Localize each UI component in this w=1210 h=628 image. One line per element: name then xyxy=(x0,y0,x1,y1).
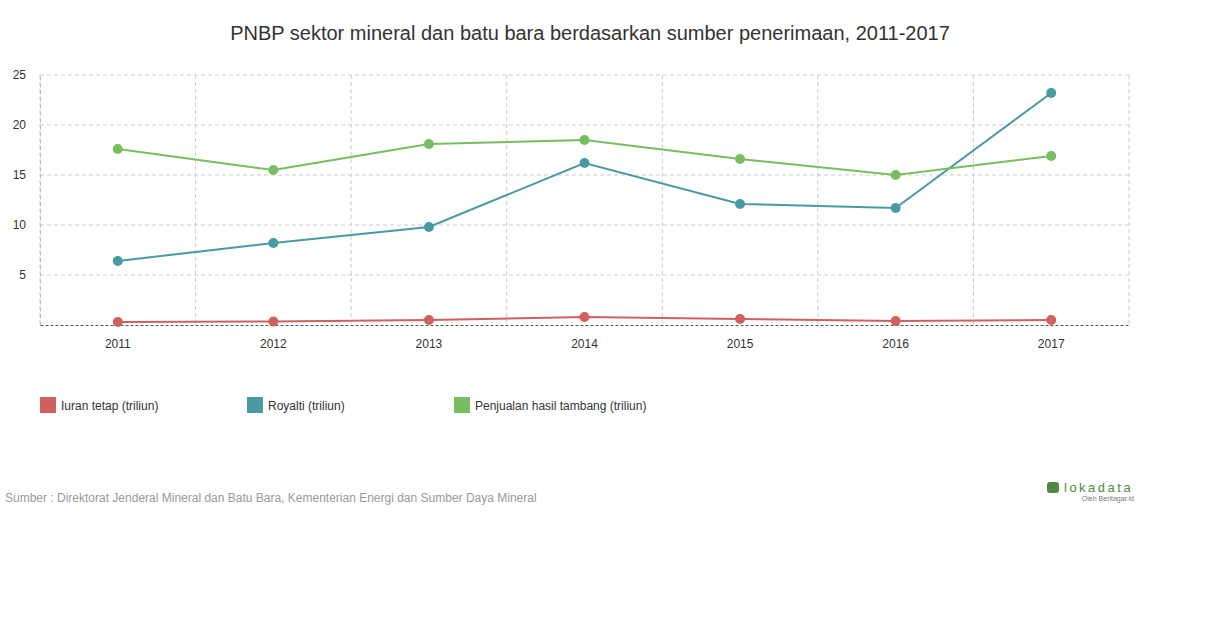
grid xyxy=(40,75,1129,325)
series-line xyxy=(118,140,1051,175)
legend: Iuran tetap (triliun) Royalti (triliun) Pe… xyxy=(40,397,646,413)
x-axis-line xyxy=(41,325,1130,326)
marks xyxy=(113,88,1056,327)
series-point xyxy=(113,144,123,154)
x-axis: 2011 2012 2013 2014 2015 2016 2017 xyxy=(41,325,1130,351)
y-tick-label: 25 xyxy=(13,68,27,82)
series-point xyxy=(580,158,590,168)
x-tick: 2012 xyxy=(260,325,287,351)
series-point xyxy=(891,316,901,326)
y-tick: 25 xyxy=(13,68,40,82)
series-point xyxy=(1046,315,1056,325)
y-tick: 10 xyxy=(13,218,40,232)
series-point xyxy=(424,222,434,232)
legend-swatch xyxy=(40,397,56,413)
y-tick: 15 xyxy=(13,168,40,182)
y-tick: 20 xyxy=(13,118,40,132)
grid-line-x xyxy=(1129,75,1130,325)
x-tick-label: 2015 xyxy=(727,337,754,351)
x-tick: 2015 xyxy=(727,325,754,351)
x-tick: 2017 xyxy=(1038,325,1065,351)
series-point xyxy=(735,314,745,324)
series-point xyxy=(424,315,434,325)
grid-line-y xyxy=(40,125,1129,126)
grid-line-x xyxy=(817,75,818,325)
x-tick-label: 2011 xyxy=(105,337,131,351)
series-point xyxy=(113,317,123,327)
grid-line-x xyxy=(40,75,41,325)
series-line xyxy=(118,93,1051,261)
x-tick-label: 2017 xyxy=(1038,337,1065,351)
legend-label: Penjualan hasil tambang (triliun) xyxy=(475,399,646,413)
x-tick: 2014 xyxy=(571,325,598,351)
logo-icon xyxy=(1047,482,1059,493)
y-axis: 5 10 15 20 25 xyxy=(13,68,41,325)
series-point xyxy=(580,135,590,145)
legend-label: Royalti (triliun) xyxy=(268,399,345,413)
grid-line-x xyxy=(351,75,352,325)
grid-line-x xyxy=(662,75,663,325)
title: PNBP sektor mineral dan batu bara berdas… xyxy=(230,22,950,44)
series-point xyxy=(735,154,745,164)
series-point xyxy=(268,238,278,248)
legend-label: Iuran tetap (triliun) xyxy=(61,399,158,413)
y-tick: 5 xyxy=(19,268,40,282)
x-tick-label: 2012 xyxy=(260,337,287,351)
y-tick-label: 15 xyxy=(13,168,27,182)
series-point xyxy=(113,256,123,266)
y-tick-label: 10 xyxy=(13,218,27,232)
logo: lokadata xyxy=(1064,480,1133,495)
grid-line-x xyxy=(973,75,974,325)
series-point xyxy=(424,139,434,149)
y-axis-line xyxy=(40,76,41,326)
source: Sumber : Direktorat Jenderal Mineral dan… xyxy=(5,491,537,505)
y-tick-label: 5 xyxy=(19,268,26,282)
x-tick-label: 2016 xyxy=(882,337,909,351)
grid-line-y xyxy=(40,75,1129,76)
legend-swatch xyxy=(454,397,470,413)
grid-line-x xyxy=(195,75,196,325)
series-point xyxy=(268,165,278,175)
logo-subtitle: Oleh Beritagar.id xyxy=(1082,495,1134,503)
series-point xyxy=(891,203,901,213)
series-point xyxy=(268,317,278,327)
y-tick-label: 20 xyxy=(13,118,27,132)
series-point xyxy=(1046,151,1056,161)
grid-line-y xyxy=(40,225,1129,226)
x-tick: 2011 xyxy=(105,325,131,351)
series-point xyxy=(1046,88,1056,98)
grid-line-x xyxy=(506,75,507,325)
x-tick-label: 2014 xyxy=(571,337,598,351)
grid-line-y xyxy=(40,275,1129,276)
x-tick-label: 2013 xyxy=(416,337,443,351)
legend-swatch xyxy=(247,397,263,413)
series-point xyxy=(735,199,745,209)
x-tick: 2013 xyxy=(416,325,443,351)
chart: PNBP sektor mineral dan batu bara berdas… xyxy=(0,0,1210,628)
series-point xyxy=(891,170,901,180)
x-tick: 2016 xyxy=(882,325,909,351)
series-point xyxy=(580,312,590,322)
grid-line-y xyxy=(40,175,1129,176)
